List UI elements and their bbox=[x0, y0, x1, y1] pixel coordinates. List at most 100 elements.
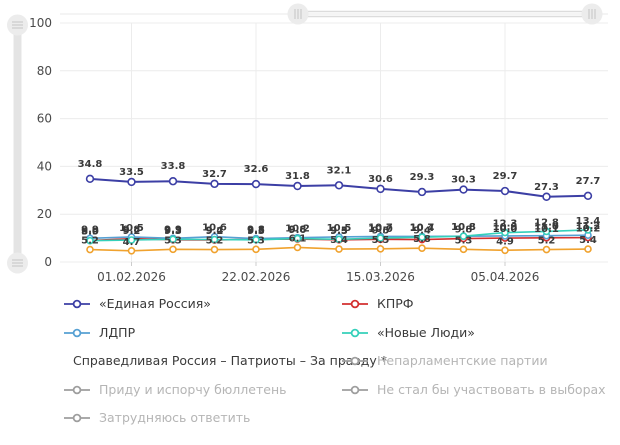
data-point-label: 29.3 bbox=[410, 172, 435, 183]
data-point-label: 9.2 bbox=[206, 226, 224, 237]
data-point-marker bbox=[86, 245, 94, 254]
legend-item-4[interactable]: «Новые Люди» bbox=[342, 326, 620, 340]
legend-series-marker-icon bbox=[342, 328, 368, 338]
data-point-label: 9.5 bbox=[164, 225, 182, 236]
data-point-marker bbox=[584, 226, 592, 234]
legend-item-label: Не стал бы участвовать в выборах bbox=[377, 381, 606, 397]
data-point-marker bbox=[376, 184, 385, 194]
data-point-marker bbox=[459, 232, 468, 240]
data-point-label: 12.3 bbox=[493, 219, 518, 230]
data-point-label: 33.8 bbox=[161, 161, 186, 172]
y-axis-tick-label: 0 bbox=[44, 255, 52, 269]
data-point-label: 9.8 bbox=[123, 225, 141, 236]
data-point-marker bbox=[501, 246, 509, 255]
y-axis-tick-label: 80 bbox=[37, 64, 52, 78]
data-point-label: 10.0 bbox=[368, 224, 393, 235]
data-point-label: 9.8 bbox=[455, 225, 473, 236]
legend-item-label: ЛДПР bbox=[99, 324, 136, 340]
data-point-label: 5.5 bbox=[372, 235, 390, 246]
data-point-label: 33.5 bbox=[119, 167, 144, 178]
data-point-marker bbox=[169, 245, 177, 254]
data-point-marker bbox=[417, 187, 427, 197]
data-point-label: 32.7 bbox=[202, 169, 227, 180]
legend-series-marker-icon bbox=[64, 328, 90, 338]
data-point-label: 9.4 bbox=[413, 226, 431, 237]
data-point-label: 12.8 bbox=[534, 217, 559, 228]
data-point-label: 10.1 bbox=[534, 224, 559, 235]
data-point-label: 9.8 bbox=[289, 225, 307, 236]
data-point-marker bbox=[127, 246, 136, 255]
data-point-marker bbox=[542, 245, 551, 254]
x-axis-date-label: 01.02.2026 bbox=[97, 270, 166, 284]
data-point-marker bbox=[459, 245, 468, 254]
data-point-marker bbox=[168, 177, 178, 186]
data-point-label: 5.3 bbox=[455, 235, 473, 246]
data-point-label: 9.0 bbox=[81, 226, 99, 237]
legend-item-8[interactable]: Не стал бы участвовать в выборах bbox=[342, 381, 620, 397]
data-point-marker bbox=[335, 235, 343, 244]
legend-item-9[interactable]: Затрудняюсь ответить bbox=[64, 410, 342, 425]
data-point-label: 9.3 bbox=[247, 226, 265, 237]
data-point-label: 5.3 bbox=[164, 235, 182, 246]
chart-canvas: 0 20 40 60 80 100 01.02.2026 22.02.2026 15.03.20… bbox=[7, 3, 608, 284]
legend-item-3[interactable]: ЛДПР bbox=[64, 324, 342, 340]
data-point-marker bbox=[459, 185, 468, 194]
data-point-marker bbox=[127, 177, 136, 187]
h-scrollbar-right-handle[interactable] bbox=[581, 3, 603, 25]
x-axis-date-label: 05.04.2026 bbox=[471, 270, 540, 284]
legend-item-5[interactable]: Справедливая Россия – Патриоты – За прав… bbox=[64, 354, 387, 368]
data-point-label: 9.9 bbox=[81, 224, 99, 235]
data-point-label: 9.4 bbox=[206, 226, 224, 237]
data-point-marker bbox=[542, 227, 551, 236]
data-point-label: 5.8 bbox=[413, 234, 431, 245]
legend-item-6[interactable]: Непарламентские партии bbox=[342, 354, 620, 368]
data-point-marker bbox=[500, 186, 510, 196]
legend-item-label: Затрудняюсь ответить bbox=[99, 410, 251, 425]
data-point-label: 13.4 bbox=[576, 216, 601, 227]
legend-item-label: «Единая Россия» bbox=[99, 296, 211, 311]
data-point-label: 10.5 bbox=[327, 223, 352, 234]
data-point-marker bbox=[542, 192, 551, 201]
data-point-marker bbox=[210, 245, 219, 254]
h-scrollbar-left-handle[interactable] bbox=[287, 3, 309, 25]
chart-legend: «Единая Россия» КПРФ ЛДПР «Новые Люди» Справ… bbox=[64, 296, 620, 425]
data-point-label: 10.7 bbox=[368, 222, 393, 233]
data-point-marker bbox=[252, 245, 260, 254]
data-point-label: 10.2 bbox=[576, 224, 601, 235]
legend-item-label: Справедливая Россия – Патриоты – За прав… bbox=[73, 353, 388, 368]
data-point-label: 31.8 bbox=[285, 171, 310, 182]
data-point-marker bbox=[418, 244, 426, 252]
legend-series-marker-icon bbox=[64, 385, 90, 395]
data-point-marker bbox=[584, 245, 592, 253]
data-point-marker bbox=[251, 179, 261, 189]
v-scrollbar-track[interactable] bbox=[13, 25, 22, 263]
data-point-label: 6.1 bbox=[289, 233, 307, 244]
legend-item-label: Приду и испорчу бюллетень bbox=[99, 381, 287, 397]
data-point-label: 11.2 bbox=[576, 221, 601, 232]
v-scrollbar-top-handle[interactable] bbox=[7, 14, 28, 36]
party-rating-chart: 0 20 40 60 80 100 01.02.2026 22.02.2026 15.03.20… bbox=[7, 3, 608, 284]
legend-item-2[interactable]: КПРФ bbox=[342, 297, 620, 311]
data-point-marker bbox=[127, 236, 136, 244]
legend-item-1[interactable]: «Единая Россия» bbox=[64, 296, 342, 311]
data-point-label: 4.7 bbox=[123, 237, 141, 248]
data-point-label: 9.8 bbox=[247, 225, 265, 236]
data-point-label: 5.2 bbox=[206, 236, 224, 247]
data-point-label: 9.9 bbox=[164, 224, 182, 235]
data-point-label: 5.4 bbox=[330, 235, 348, 246]
legend-item-7[interactable]: Приду и испорчу бюллетень bbox=[64, 381, 342, 397]
v-scrollbar-bottom-handle[interactable] bbox=[7, 252, 28, 274]
data-point-marker bbox=[293, 243, 302, 252]
x-axis-date-label: 22.02.2026 bbox=[222, 270, 291, 284]
data-point-marker bbox=[86, 236, 94, 245]
data-point-label: 32.6 bbox=[244, 164, 269, 175]
legend-series-marker-icon bbox=[342, 299, 368, 309]
data-point-label: 10.7 bbox=[410, 222, 435, 233]
data-point-label: 4.9 bbox=[496, 236, 514, 247]
data-point-label: 34.8 bbox=[78, 159, 103, 170]
data-point-label: 10.0 bbox=[493, 224, 518, 235]
data-point-marker bbox=[210, 235, 219, 244]
data-point-marker bbox=[85, 174, 95, 184]
data-point-label: 5.2 bbox=[538, 236, 556, 247]
data-point-label: 9.5 bbox=[372, 225, 390, 236]
